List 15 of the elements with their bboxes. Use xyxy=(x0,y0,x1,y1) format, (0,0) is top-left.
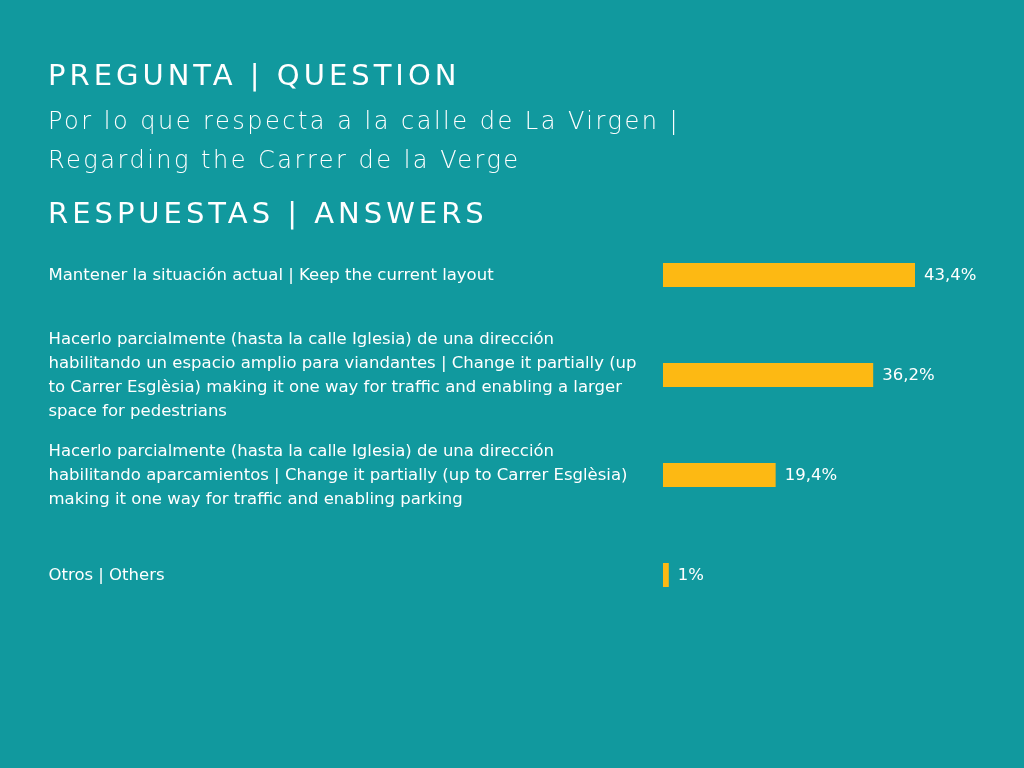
data-label: 19,4% xyxy=(784,465,838,484)
text: Por lo que respecta a la calle de La Virgen | Regarding the Carrer de la Verge xyxy=(48,106,682,176)
bar xyxy=(663,363,874,387)
y-tick-label: Hacerlo parcialmente (hasta la calle Iglesia) de una dirección habilitando un espacio amplio para viandantes | Change it partially (up to Carrer Esglèsia) making it one way for traffic and enabling a larger space for pedestrians xyxy=(48,329,637,420)
y-tick-label: Otros | Others xyxy=(48,565,165,584)
y-tick-label: Mantener la situación actual | Keep the current layout xyxy=(48,265,495,284)
data-label: 1% xyxy=(677,565,704,584)
bar xyxy=(663,563,669,587)
bar xyxy=(663,463,776,487)
data-label: 36,2% xyxy=(882,365,935,384)
bar xyxy=(663,263,915,287)
y-tick-label: Hacerlo parcialmente (hasta la calle Iglesia) de una dirección habilitando aparcamientos | Change it partially (up to Carrer Esglèsia) making it one way for traffic and enabling parking xyxy=(48,441,628,508)
text: RESPUESTAS | ANSWERS xyxy=(48,196,488,230)
data-label: 43,4% xyxy=(924,265,977,284)
text: PREGUNTA | QUESTION xyxy=(48,58,461,92)
